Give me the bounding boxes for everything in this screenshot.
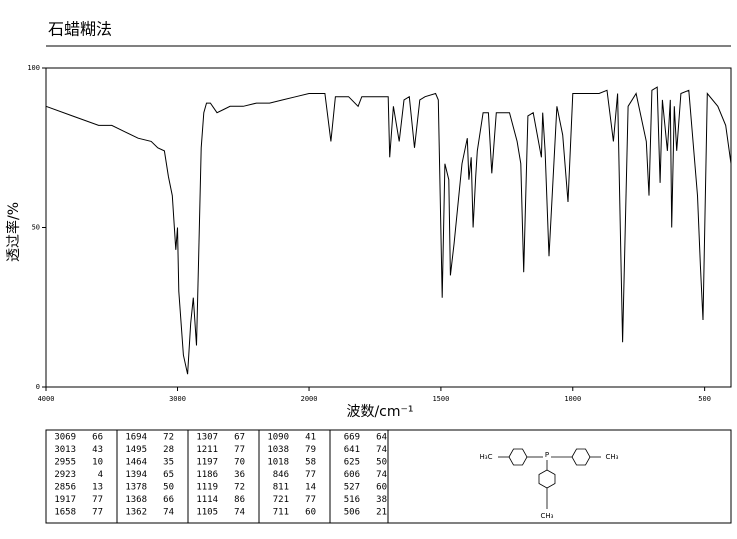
peak-wavenumber: 641 xyxy=(344,445,360,455)
peak-transmittance: 38 xyxy=(376,495,387,505)
x-axis-label: 波数/cm⁻¹ xyxy=(346,404,413,420)
x-tick-label: 3000 xyxy=(169,395,186,403)
x-tick-label: 1500 xyxy=(432,395,449,403)
peak-transmittance: 79 xyxy=(305,445,316,455)
peak-wavenumber: 1368 xyxy=(125,495,147,505)
table-dividers xyxy=(116,430,389,523)
peak-wavenumber: 516 xyxy=(344,495,360,505)
molecule xyxy=(498,448,601,509)
peak-transmittance: 4 xyxy=(98,470,103,480)
peak-transmittance: 77 xyxy=(92,508,103,518)
peak-wavenumber: 1090 xyxy=(267,433,289,443)
peak-wavenumber: 606 xyxy=(344,470,360,480)
peak-transmittance: 50 xyxy=(163,483,174,493)
peak-wavenumber: 1119 xyxy=(196,483,218,493)
peak-transmittance: 74 xyxy=(376,470,387,480)
peak-wavenumber: 3013 xyxy=(54,445,76,455)
peak-wavenumber: 1362 xyxy=(125,508,147,518)
y-tick-label: 100 xyxy=(27,64,40,72)
peak-wavenumber: 3069 xyxy=(54,433,76,443)
peak-transmittance: 60 xyxy=(376,483,387,493)
peak-wavenumber: 711 xyxy=(273,508,289,518)
peak-transmittance: 67 xyxy=(234,433,245,443)
chem-label: CH₃ xyxy=(541,512,554,520)
peak-transmittance: 66 xyxy=(92,433,103,443)
peak-transmittance: 77 xyxy=(234,445,245,455)
peak-transmittance: 64 xyxy=(376,433,387,443)
spectrum-line xyxy=(45,86,732,375)
peak-wavenumber: 2856 xyxy=(54,483,76,493)
peak-transmittance: 72 xyxy=(234,483,245,493)
x-tick-label: 4000 xyxy=(38,395,55,403)
peak-transmittance: 10 xyxy=(92,458,103,468)
peak-wavenumber: 1495 xyxy=(125,445,147,455)
chem-label: CH₃ xyxy=(606,453,619,461)
peak-transmittance: 28 xyxy=(163,445,174,455)
peak-transmittance: 77 xyxy=(305,495,316,505)
peak-wavenumber: 1211 xyxy=(196,445,218,455)
peak-transmittance: 74 xyxy=(163,508,174,518)
peak-wavenumber: 1378 xyxy=(125,483,147,493)
x-tick-label: 2000 xyxy=(301,395,318,403)
peak-transmittance: 21 xyxy=(376,508,387,518)
peak-wavenumber: 1018 xyxy=(267,458,289,468)
peak-transmittance: 50 xyxy=(376,458,387,468)
chem-label: H₃C xyxy=(480,453,493,461)
peak-transmittance: 14 xyxy=(305,483,316,493)
y-tick-label: 0 xyxy=(36,383,40,391)
peak-transmittance: 36 xyxy=(234,470,245,480)
peak-transmittance: 60 xyxy=(305,508,316,518)
peak-wavenumber: 846 xyxy=(273,470,289,480)
peak-wavenumber: 1307 xyxy=(196,433,218,443)
peak-transmittance: 74 xyxy=(376,445,387,455)
peak-wavenumber: 1917 xyxy=(54,495,76,505)
peak-wavenumber: 1694 xyxy=(125,433,147,443)
peak-transmittance: 86 xyxy=(234,495,245,505)
peak-transmittance: 70 xyxy=(234,458,245,468)
peak-wavenumber: 1038 xyxy=(267,445,289,455)
peak-transmittance: 41 xyxy=(305,433,316,443)
peak-wavenumber: 1186 xyxy=(196,470,218,480)
peak-wavenumber: 2923 xyxy=(54,470,76,480)
peak-transmittance: 13 xyxy=(92,483,103,493)
x-tick-label: 1000 xyxy=(564,395,581,403)
peak-wavenumber: 506 xyxy=(344,508,360,518)
chart-title: 石蜡糊法 xyxy=(48,20,112,39)
peak-wavenumber: 811 xyxy=(273,483,289,493)
peak-wavenumber: 1105 xyxy=(196,508,218,518)
peak-wavenumber: 669 xyxy=(344,433,360,443)
peak-wavenumber: 1464 xyxy=(125,458,147,468)
x-tick-label: 500 xyxy=(698,395,711,403)
peak-wavenumber: 527 xyxy=(344,483,360,493)
peak-transmittance: 58 xyxy=(305,458,316,468)
peak-transmittance: 77 xyxy=(305,470,316,480)
y-axis-label: 透过率/% xyxy=(5,202,22,262)
peak-wavenumber: 1114 xyxy=(196,495,218,505)
peak-transmittance: 65 xyxy=(163,470,174,480)
peak-transmittance: 74 xyxy=(234,508,245,518)
peak-transmittance: 43 xyxy=(92,445,103,455)
peak-transmittance: 35 xyxy=(163,458,174,468)
peak-wavenumber: 1197 xyxy=(196,458,218,468)
peak-wavenumber: 1658 xyxy=(54,508,76,518)
peak-wavenumber: 721 xyxy=(273,495,289,505)
peak-transmittance: 66 xyxy=(163,495,174,505)
y-tick-label: 50 xyxy=(32,224,40,232)
peak-transmittance: 77 xyxy=(92,495,103,505)
peak-wavenumber: 1394 xyxy=(125,470,147,480)
peak-wavenumber: 2955 xyxy=(54,458,76,468)
chem-label: P xyxy=(545,451,549,459)
peak-wavenumber: 625 xyxy=(344,458,360,468)
peak-transmittance: 72 xyxy=(163,433,174,443)
